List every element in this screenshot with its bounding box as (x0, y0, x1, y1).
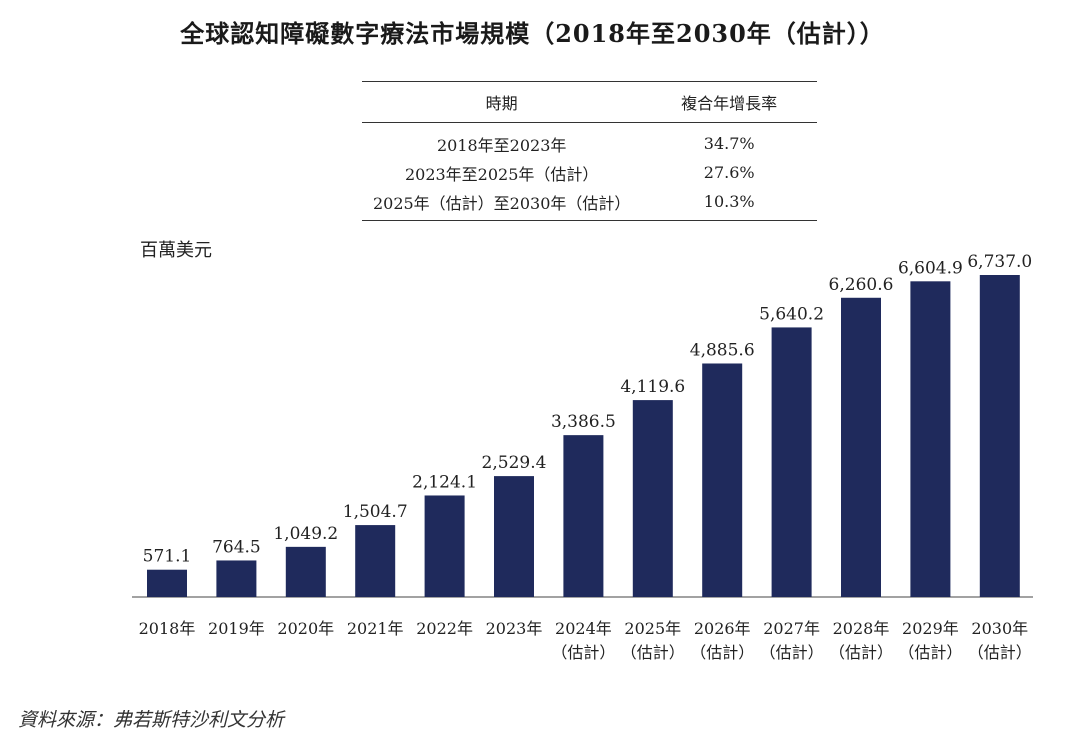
data-label: 3,386.5 (551, 412, 616, 432)
data-label: 1,504.7 (343, 502, 408, 522)
data-label: 571.1 (143, 547, 192, 567)
cagr-table-row: 2023年至2025年（估計） 27.6% (362, 158, 817, 187)
data-label: 1,049.2 (273, 524, 338, 544)
bar (424, 495, 465, 597)
bar (910, 281, 951, 597)
x-tick-label: 2018年 (139, 619, 196, 638)
x-tick-label: 2028年 (833, 619, 890, 638)
x-tick-label: （估計） (968, 643, 1032, 662)
x-tick-label: 2020年 (277, 619, 334, 638)
cagr-period-cell: 2025年（估計）至2030年（估計） (362, 187, 642, 221)
x-tick-label: （估計） (621, 643, 685, 662)
x-tick-label: （估計） (551, 643, 615, 662)
data-label: 5,640.2 (759, 304, 824, 324)
data-label: 2,529.4 (482, 453, 547, 473)
bar (147, 569, 187, 597)
bar (979, 275, 1020, 597)
bar-chart: 571.12018年764.52019年1,049.22020年1,504.72… (132, 252, 1033, 662)
x-tick-label: 2019年 (208, 619, 265, 638)
cagr-rate-cell: 27.6% (703, 163, 755, 182)
cagr-rate-cell: 34.7% (703, 134, 755, 153)
cagr-table-row: 2018年至2023年 34.7% (362, 123, 817, 159)
x-tick-label: （估計） (690, 643, 754, 662)
data-label: 4,119.6 (620, 377, 685, 397)
cagr-table-row: 2025年（估計）至2030年（估計） 10.3% (362, 187, 817, 221)
bar (841, 297, 881, 597)
cagr-period-cell: 2023年至2025年（估計） (404, 164, 599, 184)
cagr-rate-cell: 10.3% (641, 187, 817, 221)
x-tick-label: 2029年 (902, 619, 959, 638)
x-tick-label: （估計） (760, 643, 824, 662)
bar (494, 476, 534, 597)
source-note: 資料來源：弗若斯特沙利文分析 (18, 709, 285, 731)
bar (632, 400, 673, 597)
data-label: 764.5 (212, 537, 261, 557)
data-label: 4,885.6 (690, 340, 755, 360)
bar (355, 525, 396, 597)
x-tick-label: 2022年 (416, 619, 473, 638)
bar (771, 327, 812, 597)
x-tick-label: （估計） (898, 643, 962, 662)
chart-title: 全球認知障礙數字療法市場規模（2018年至2030年（估計）） (180, 19, 885, 48)
cagr-table-header-row: 時期 複合年增長率 (362, 81, 817, 123)
x-tick-label: 2026年 (694, 619, 751, 638)
bar (216, 560, 257, 597)
bar (563, 435, 604, 597)
cagr-table: 時期 複合年增長率 2018年至2023年 34.7% 2023年至2025年（… (362, 81, 817, 221)
data-label: 6,260.6 (829, 275, 894, 295)
bar (702, 363, 743, 597)
y-axis-unit-label: 百萬美元 (140, 240, 212, 261)
x-tick-label: 2030年 (971, 619, 1028, 638)
x-tick-label: 2025年 (624, 619, 681, 638)
cagr-header-rate: 複合年增長率 (641, 81, 817, 123)
data-label: 6,737.0 (967, 252, 1032, 272)
x-tick-label: （估計） (829, 643, 893, 662)
x-tick-label: 2023年 (486, 619, 543, 638)
x-tick-label: 2024年 (555, 619, 612, 638)
data-label: 6,604.9 (898, 258, 963, 278)
x-tick-label: 2021年 (347, 619, 404, 638)
x-tick-label: 2027年 (763, 619, 820, 638)
cagr-header-period: 時期 (362, 81, 642, 123)
data-label: 2,124.1 (412, 472, 477, 492)
cagr-period-cell: 2018年至2023年 (436, 135, 567, 155)
bar (285, 546, 326, 597)
